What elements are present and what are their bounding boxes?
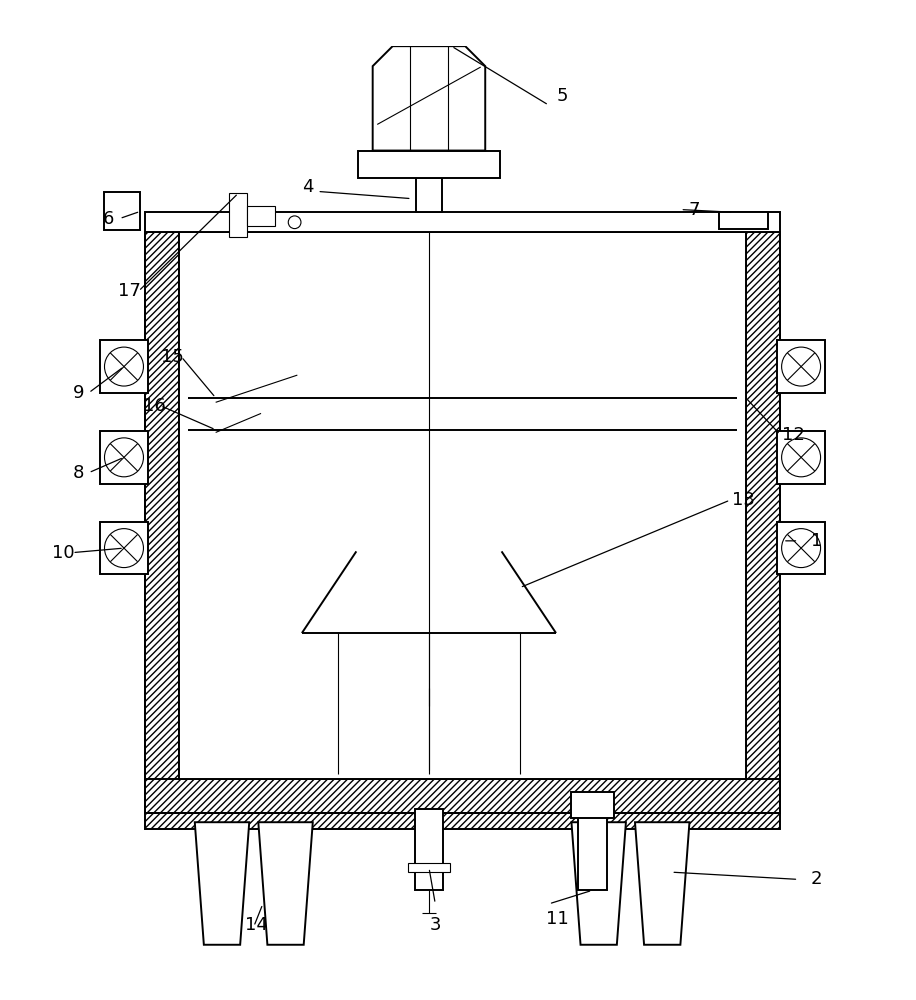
Bar (101, 431, 147, 484)
Circle shape (104, 529, 144, 568)
Bar (571, 792, 614, 818)
Bar (145, 232, 180, 813)
Circle shape (781, 438, 821, 477)
Text: 5: 5 (557, 87, 568, 105)
Text: 4: 4 (302, 178, 314, 196)
Bar (229, 193, 247, 237)
Text: 17: 17 (118, 282, 141, 300)
Bar (778, 522, 824, 574)
Text: 6: 6 (103, 210, 114, 228)
Text: 11: 11 (547, 910, 569, 928)
Text: 8: 8 (73, 464, 84, 482)
Text: 2: 2 (811, 870, 823, 888)
Bar (778, 340, 824, 393)
Polygon shape (195, 822, 249, 945)
Text: 7: 7 (688, 201, 700, 219)
Bar (145, 212, 780, 232)
Text: 12: 12 (782, 426, 805, 444)
Polygon shape (373, 46, 485, 151)
Text: 1: 1 (811, 532, 823, 550)
Text: 15: 15 (160, 348, 183, 366)
Circle shape (104, 347, 144, 386)
Circle shape (104, 438, 144, 477)
Text: 13: 13 (733, 491, 756, 509)
Bar (247, 206, 275, 226)
Bar (104, 192, 140, 230)
Circle shape (781, 529, 821, 568)
Bar (101, 340, 147, 393)
Bar (180, 232, 746, 779)
Bar (578, 809, 607, 890)
Text: 10: 10 (52, 544, 74, 562)
Text: 9: 9 (73, 384, 84, 402)
Polygon shape (635, 822, 690, 945)
Bar (145, 779, 780, 813)
Circle shape (781, 347, 821, 386)
Text: 3: 3 (430, 916, 442, 934)
Circle shape (289, 216, 301, 229)
Bar (415, 809, 442, 890)
Bar (101, 522, 147, 574)
Bar (718, 212, 769, 229)
Bar (746, 232, 780, 813)
Text: 16: 16 (143, 397, 165, 415)
Bar (145, 232, 780, 813)
Bar (409, 863, 450, 872)
Text: 14: 14 (245, 916, 268, 934)
Bar (778, 431, 824, 484)
Polygon shape (258, 822, 312, 945)
Bar (416, 178, 442, 212)
Polygon shape (572, 822, 626, 945)
Bar (145, 813, 780, 829)
Bar (358, 151, 500, 178)
